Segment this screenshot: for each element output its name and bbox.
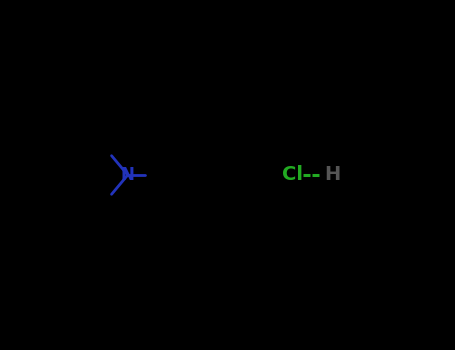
Text: H: H [324,166,341,184]
Text: N: N [121,166,135,184]
Text: Cl: Cl [282,166,303,184]
